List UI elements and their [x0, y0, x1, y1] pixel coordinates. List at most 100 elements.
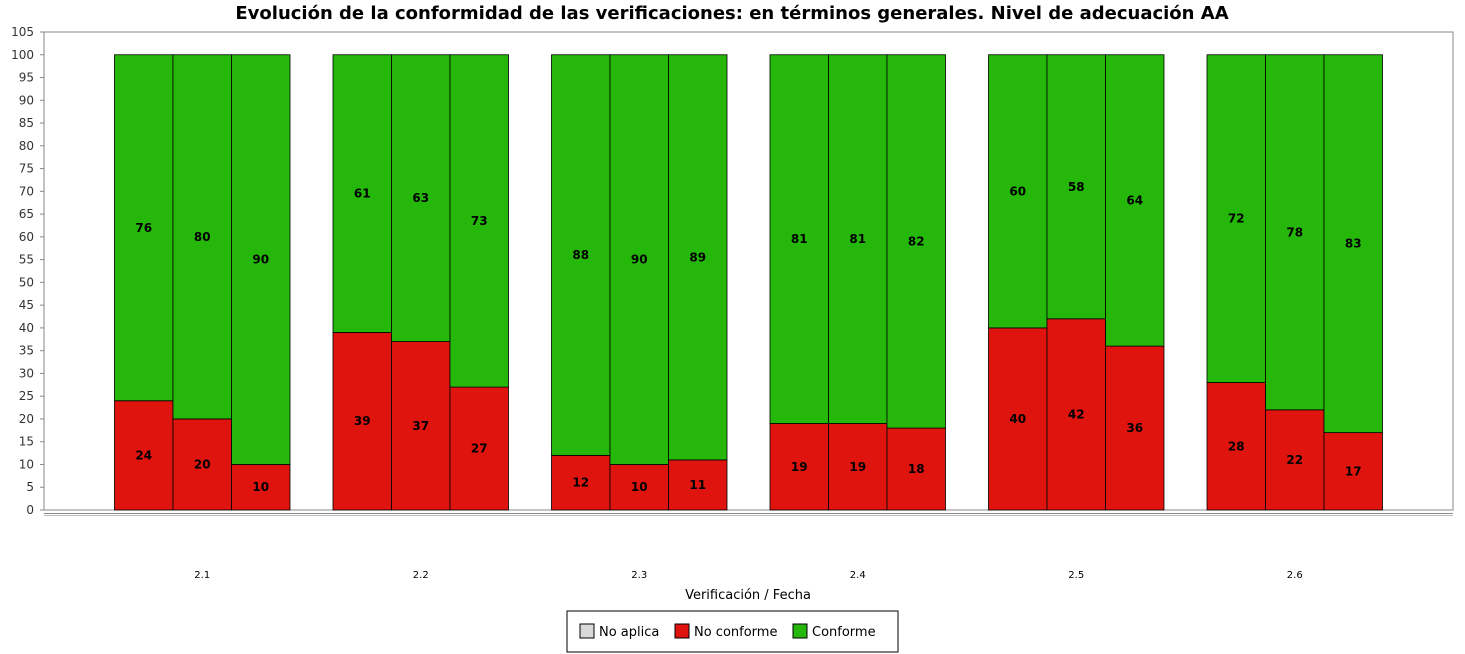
- bar-value-label: 10: [252, 480, 269, 494]
- bar-segment: [332, 54, 392, 333]
- bar-segment: [1323, 54, 1383, 434]
- bar-segment: [231, 464, 291, 511]
- bar-segment: [886, 427, 946, 511]
- x-axis-label: Verificación / Fecha: [685, 588, 811, 603]
- bar-value-label: 11: [689, 478, 706, 492]
- bar-value-label: 39: [354, 414, 371, 428]
- bar-segment: [449, 386, 509, 511]
- y-tick-label: 90: [19, 93, 34, 107]
- x-category-label: 2.6: [1287, 570, 1303, 581]
- bar-segment: [172, 418, 232, 511]
- y-tick-label: 45: [19, 298, 34, 312]
- y-tick-label: 50: [19, 275, 34, 289]
- bar-value-label: 82: [908, 234, 925, 248]
- bar-segment: [332, 332, 392, 511]
- bar-segment: [609, 464, 669, 511]
- y-tick-label: 10: [19, 457, 34, 471]
- bar-segment: [391, 341, 451, 511]
- bar-segment: [828, 54, 888, 424]
- y-tick-label: 15: [19, 435, 34, 449]
- bar-segment: [1046, 54, 1106, 320]
- legend-entry: No conforme: [694, 625, 777, 640]
- legend-box: [566, 610, 899, 653]
- bar-segment: [114, 400, 174, 511]
- legend-entry: Conforme: [812, 625, 876, 640]
- bar-segment: [1105, 54, 1165, 347]
- bar-value-label: 18: [908, 462, 925, 476]
- legend: No aplica No conforme Conforme: [566, 610, 899, 653]
- legend-swatch: [792, 623, 808, 639]
- bar-segment: [231, 54, 291, 465]
- bar-segment: [1206, 382, 1266, 511]
- bar-value-label: 72: [1228, 212, 1245, 226]
- y-tick-label: 40: [19, 321, 34, 335]
- bar-value-label: 37: [412, 419, 429, 433]
- bar-segment: [1265, 409, 1325, 511]
- bar-value-label: 28: [1228, 439, 1245, 453]
- legend-swatch: [674, 623, 690, 639]
- bar-value-label: 81: [791, 232, 808, 246]
- y-tick-label: 70: [19, 184, 34, 198]
- y-tick-label: 105: [11, 25, 34, 39]
- bar-value-label: 17: [1345, 464, 1362, 478]
- y-tick-label: 5: [26, 480, 34, 494]
- bar-segment: [391, 54, 451, 342]
- y-axis: 0 5 10 15 20 25 30 35 40 45 50 55 60 65 70 75 80 85 90 95 10…: [11, 25, 44, 517]
- bar-value-label: 20: [194, 457, 211, 471]
- bar-value-label: 60: [1009, 184, 1026, 198]
- bar-segment: [449, 54, 509, 388]
- bar-segment: [769, 54, 829, 424]
- y-tick-label: 0: [26, 503, 34, 517]
- y-tick-label: 35: [19, 344, 34, 358]
- bar-value-label: 22: [1286, 453, 1303, 467]
- bar-segment: [114, 54, 174, 402]
- y-tick-label: 65: [19, 207, 34, 221]
- x-category-label: 2.1: [194, 570, 210, 581]
- y-tick-label: 75: [19, 162, 34, 176]
- bar-value-label: 61: [354, 187, 371, 201]
- bar-value-label: 19: [791, 460, 808, 474]
- x-category-label: 2.2: [413, 570, 429, 581]
- bar-value-label: 90: [252, 253, 269, 267]
- bar-value-label: 83: [1345, 237, 1362, 251]
- y-tick-label: 100: [11, 48, 34, 62]
- bar-value-label: 90: [631, 253, 648, 267]
- legend-entry: No aplica: [599, 625, 659, 640]
- y-tick-label: 60: [19, 230, 34, 244]
- y-tick-label: 30: [19, 366, 34, 380]
- bar-segment: [1105, 345, 1165, 511]
- bar-value-label: 76: [135, 221, 152, 235]
- y-tick-label: 80: [19, 139, 34, 153]
- y-tick-label: 85: [19, 116, 34, 130]
- bar-segment: [886, 54, 946, 429]
- bars-group: 24 76 20 80 10 90 39 61 37 63 27 73 12 88 10 90 11 89 19 81…: [114, 54, 1383, 511]
- bar-segment: [668, 54, 728, 461]
- bar-value-label: 64: [1126, 193, 1143, 207]
- x-category-label: 2.4: [850, 570, 866, 581]
- bar-segment: [988, 54, 1048, 329]
- bar-value-label: 88: [572, 248, 589, 262]
- bar-value-label: 89: [689, 250, 706, 264]
- x-category-label: 2.3: [631, 570, 647, 581]
- bar-segment: [828, 423, 888, 511]
- y-tick-label: 55: [19, 253, 34, 267]
- bar-value-label: 58: [1068, 180, 1085, 194]
- bar-value-label: 73: [471, 214, 488, 228]
- bar-value-label: 12: [572, 476, 589, 490]
- bar-value-label: 80: [194, 230, 211, 244]
- y-tick-label: 20: [19, 412, 34, 426]
- bar-segment: [1206, 54, 1266, 383]
- y-tick-label: 95: [19, 71, 34, 85]
- y-tick-label: 25: [19, 389, 34, 403]
- bar-segment: [609, 54, 669, 465]
- x-category-label: 2.5: [1068, 570, 1084, 581]
- bar-value-label: 24: [135, 448, 152, 462]
- bar-value-label: 81: [849, 232, 866, 246]
- bar-value-label: 42: [1068, 407, 1085, 421]
- legend-swatch: [579, 623, 595, 639]
- bar-segment: [551, 454, 611, 511]
- bar-value-label: 78: [1286, 225, 1303, 239]
- bar-value-label: 63: [412, 191, 429, 205]
- bar-value-label: 36: [1126, 421, 1143, 435]
